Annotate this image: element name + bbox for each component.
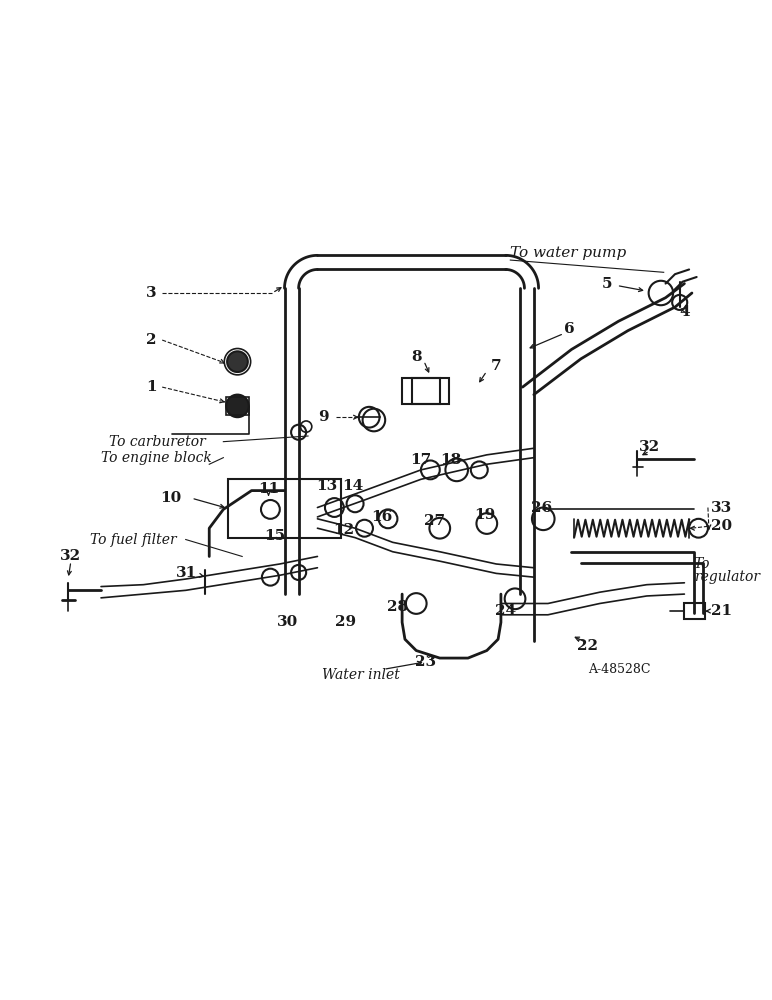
Bar [685, 603, 705, 619]
Text: 23: 23 [415, 655, 436, 669]
Text: 2: 2 [146, 333, 157, 347]
Text: To fuel filter: To fuel filter [90, 533, 176, 547]
Text: 31: 31 [176, 566, 197, 580]
Text: 6: 6 [564, 322, 575, 336]
Text: 26: 26 [531, 501, 552, 515]
Text: To: To [694, 557, 710, 571]
Text: 10: 10 [160, 491, 181, 505]
Text: 27: 27 [425, 514, 445, 528]
Text: 15: 15 [265, 529, 286, 543]
Text: 28: 28 [387, 600, 408, 614]
Text: 21: 21 [711, 604, 732, 618]
Text: 4: 4 [679, 305, 689, 319]
Circle shape [227, 351, 248, 372]
Bar [411, 378, 449, 404]
Text: To engine block: To engine block [101, 451, 212, 465]
Text: 3: 3 [146, 286, 157, 300]
Text: 24: 24 [495, 604, 516, 618]
Text: regulator: regulator [694, 570, 760, 584]
Text: A-48528C: A-48528C [588, 663, 651, 676]
Circle shape [226, 395, 249, 417]
Text: 8: 8 [411, 350, 422, 364]
Bar [228, 479, 341, 538]
Text: 32: 32 [60, 549, 82, 563]
Text: 17: 17 [411, 453, 432, 467]
Text: To water pump: To water pump [510, 246, 627, 260]
Bar [226, 397, 249, 415]
Text: To carburetor: To carburetor [109, 435, 205, 449]
Text: 20: 20 [711, 519, 732, 533]
Text: 7: 7 [491, 359, 502, 373]
Text: 22: 22 [577, 639, 598, 653]
Text: 9: 9 [318, 410, 329, 424]
Text: 30: 30 [276, 615, 298, 629]
Text: 33: 33 [711, 501, 732, 515]
Bar [402, 378, 440, 404]
Text: 29: 29 [335, 615, 356, 629]
Text: 16: 16 [371, 510, 392, 524]
Text: 11: 11 [258, 482, 279, 496]
Text: 18: 18 [441, 453, 462, 467]
Text: 5: 5 [602, 277, 612, 291]
Text: 32: 32 [639, 440, 660, 454]
Text: 13: 13 [317, 479, 337, 493]
Text: 1: 1 [146, 380, 157, 394]
Text: 19: 19 [474, 508, 496, 522]
Text: Water inlet: Water inlet [322, 668, 400, 682]
Text: 12: 12 [334, 523, 354, 537]
Text: 14: 14 [343, 479, 364, 493]
